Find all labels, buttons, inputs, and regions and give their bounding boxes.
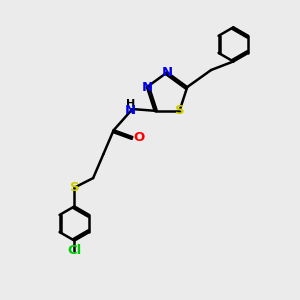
- Text: N: N: [161, 66, 172, 79]
- Text: N: N: [141, 81, 152, 94]
- Text: S: S: [70, 181, 79, 194]
- Text: N: N: [125, 104, 136, 117]
- Text: H: H: [126, 99, 135, 109]
- Text: O: O: [133, 130, 144, 144]
- Text: S: S: [175, 104, 184, 117]
- Text: Cl: Cl: [67, 244, 82, 257]
